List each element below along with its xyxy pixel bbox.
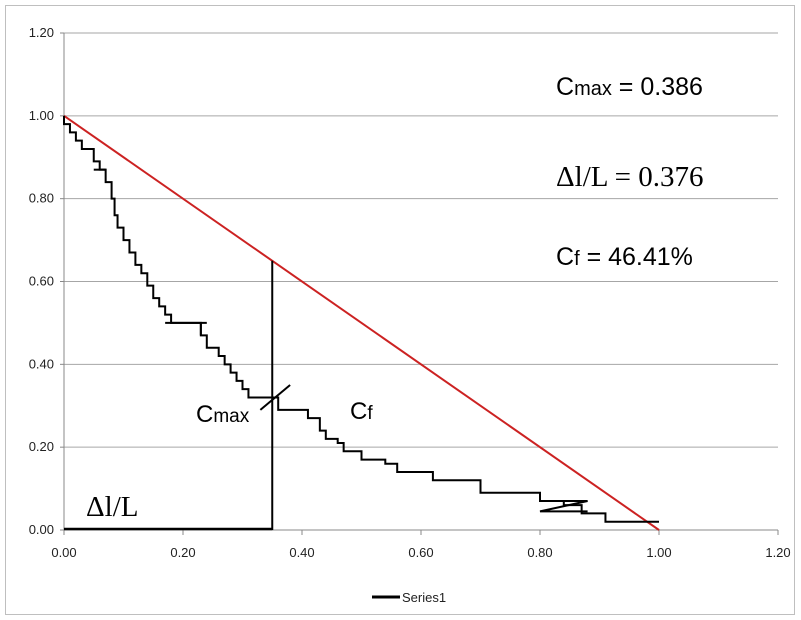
gridlines [64, 32, 778, 448]
x-tick-label: 0.40 [289, 545, 314, 560]
cf-value-annotation: Cf = 46.41% [556, 243, 693, 271]
y-tick-label: 0.60 [29, 274, 54, 289]
annotations: Cmax = 0.386 Δl/L = 0.376 Cf = 46.41% Cmax C… [86, 73, 704, 523]
x-tick-label: 0.00 [51, 545, 76, 560]
legend: Series1 [372, 590, 446, 605]
cmax-label: Cmax [196, 401, 250, 428]
dl-label: Δl/L [86, 491, 138, 523]
diagonal-line [63, 115, 660, 531]
dl-value-annotation: Δl/L = 0.376 [556, 161, 704, 193]
legend-label-series1: Series1 [402, 590, 446, 605]
x-tick-label: 0.60 [408, 545, 433, 560]
series-line-series1 [63, 115, 659, 523]
axes [60, 32, 779, 535]
series-lines [63, 115, 659, 523]
x-tick-label: 1.20 [765, 545, 790, 560]
chart-frame [5, 5, 795, 615]
y-tick-label: 0.00 [29, 522, 54, 537]
y-tick-label: 0.40 [29, 356, 54, 371]
y-tick-label: 1.00 [29, 108, 54, 123]
y-tick-label: 1.20 [29, 25, 54, 40]
x-tick-label: 0.20 [170, 545, 195, 560]
cmax-value-annotation: Cmax = 0.386 [556, 73, 703, 101]
y-tick-label: 0.20 [29, 439, 54, 454]
cf-label: Cf [350, 398, 373, 425]
x-tick-label: 0.80 [527, 545, 552, 560]
tick-labels: 0.00 0.20 0.40 0.60 0.80 1.00 1.20 0.00 0.20 0.40… [29, 25, 791, 560]
x-tick-label: 1.00 [646, 545, 671, 560]
y-tick-label: 0.80 [29, 191, 54, 206]
